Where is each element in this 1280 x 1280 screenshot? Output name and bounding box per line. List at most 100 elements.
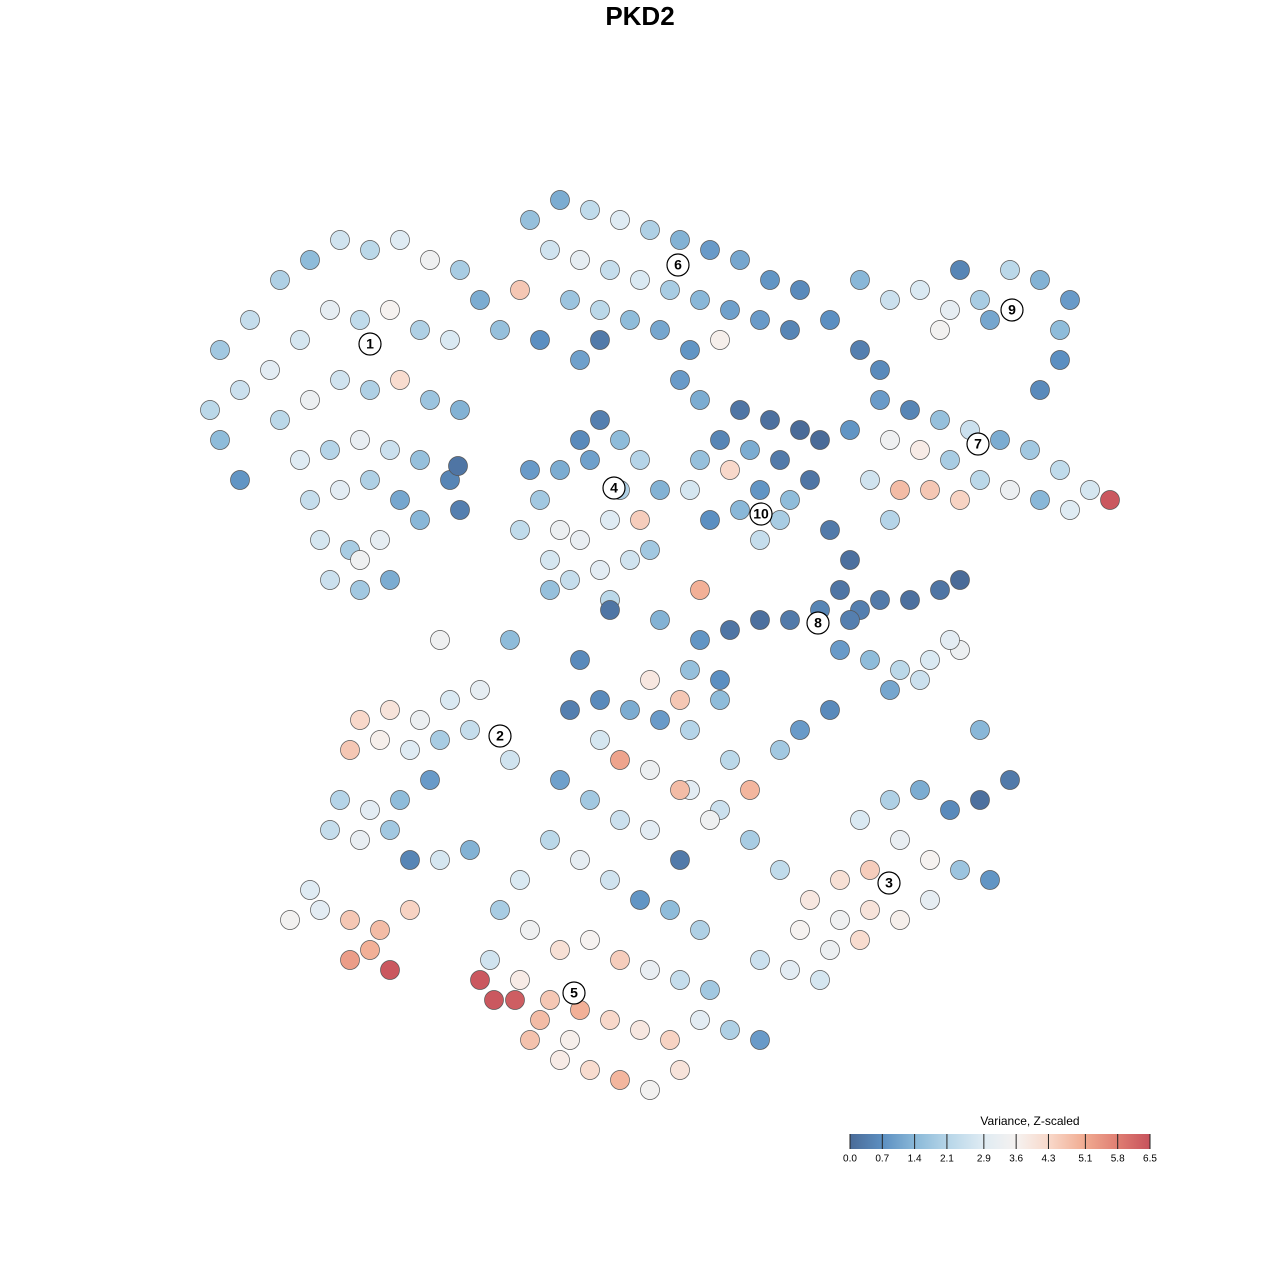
point (420, 770, 440, 790)
point (880, 790, 900, 810)
point (330, 370, 350, 390)
point (1100, 490, 1120, 510)
point (920, 480, 940, 500)
point (570, 250, 590, 270)
point (448, 456, 468, 476)
point (720, 1020, 740, 1040)
point (520, 460, 540, 480)
point (530, 490, 550, 510)
point (410, 710, 430, 730)
point (580, 450, 600, 470)
point (700, 240, 720, 260)
colorbar-tick-label: 2.9 (977, 1154, 991, 1165)
point (660, 1030, 680, 1050)
cluster-marker (877, 871, 901, 895)
point (1030, 380, 1050, 400)
point (750, 530, 770, 550)
point (360, 240, 380, 260)
point (630, 510, 650, 530)
point (760, 410, 780, 430)
point (790, 720, 810, 740)
point (950, 490, 970, 510)
point (400, 850, 420, 870)
point (880, 510, 900, 530)
point (600, 870, 620, 890)
point (640, 960, 660, 980)
point (980, 870, 1000, 890)
point (890, 480, 910, 500)
point (540, 830, 560, 850)
point (450, 400, 470, 420)
point (660, 280, 680, 300)
point (910, 780, 930, 800)
point (420, 250, 440, 270)
point (530, 330, 550, 350)
point (890, 910, 910, 930)
point (690, 390, 710, 410)
point (620, 550, 640, 570)
point (970, 720, 990, 740)
point (690, 290, 710, 310)
point (300, 490, 320, 510)
point (940, 630, 960, 650)
point (820, 310, 840, 330)
point (910, 280, 930, 300)
cluster-marker (358, 332, 382, 356)
point (300, 390, 320, 410)
point (505, 990, 525, 1010)
point (970, 290, 990, 310)
chart-title: PKD2 (605, 1, 674, 31)
point (580, 200, 600, 220)
point (840, 610, 860, 630)
point (520, 1030, 540, 1050)
point (910, 440, 930, 460)
point (790, 920, 810, 940)
point (300, 250, 320, 270)
point (920, 650, 940, 670)
colorbar-tick-label: 4.3 (1042, 1154, 1056, 1165)
point (900, 400, 920, 420)
colorbar-rect (850, 1134, 1150, 1149)
point (820, 520, 840, 540)
point (550, 520, 570, 540)
point (710, 430, 730, 450)
point (320, 440, 340, 460)
point (410, 510, 430, 530)
cluster-labels-layer: 1 2 3 4 5 6 7 8 9 10 (358, 253, 1024, 1005)
cluster-label: 5 (570, 985, 578, 1001)
point (760, 270, 780, 290)
point (610, 210, 630, 230)
point (590, 330, 610, 350)
point (880, 430, 900, 450)
point (390, 490, 410, 510)
point (750, 310, 770, 330)
point (380, 300, 400, 320)
point (570, 850, 590, 870)
point (940, 300, 960, 320)
colorbar-tick-label: 3.6 (1009, 1154, 1023, 1165)
point (680, 480, 700, 500)
colorbar-tick-label: 0.7 (875, 1154, 889, 1165)
point (940, 450, 960, 470)
point (520, 920, 540, 940)
point (850, 340, 870, 360)
point (630, 450, 650, 470)
point (490, 900, 510, 920)
point (370, 730, 390, 750)
point (400, 740, 420, 760)
point (740, 440, 760, 460)
point (830, 580, 850, 600)
point (870, 360, 890, 380)
point (700, 980, 720, 1000)
point (320, 820, 340, 840)
cluster-marker (666, 253, 690, 277)
point (610, 750, 630, 770)
point (1060, 290, 1080, 310)
point (640, 1080, 660, 1100)
colorbar-tick-label: 5.8 (1111, 1154, 1125, 1165)
point (380, 960, 400, 980)
point (1050, 320, 1070, 340)
point (570, 430, 590, 450)
point (620, 700, 640, 720)
point (340, 910, 360, 930)
